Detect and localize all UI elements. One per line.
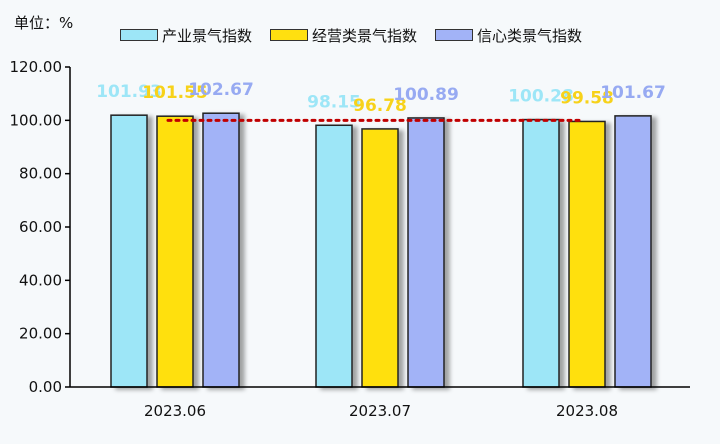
data-label: 99.58 <box>560 88 614 108</box>
y-tick-label: 20.00 <box>19 325 62 343</box>
legend-label-series-3: 信心类景气指数 <box>477 26 583 45</box>
data-label: 96.78 <box>353 96 407 116</box>
y-tick-label: 100.00 <box>10 111 63 129</box>
legend-item-series-3: 信心类景气指数 <box>435 25 582 46</box>
x-tick-label: 2023.08 <box>556 402 618 420</box>
bar <box>407 117 445 388</box>
data-label: 101.93 <box>96 82 162 102</box>
legend-swatch-series-1 <box>120 29 158 41</box>
legend-item-series-1: 产业景气指数 <box>120 25 252 46</box>
legend-swatch-series-2 <box>270 29 309 41</box>
x-tick-label: 2023.06 <box>144 402 206 420</box>
y-tick-label: 40.00 <box>19 271 62 289</box>
bar <box>614 115 652 388</box>
legend-swatch-series-3 <box>435 29 474 41</box>
y-tick-label: 120.00 <box>10 58 63 76</box>
legend-label-series-2: 经营类景气指数 <box>312 26 418 45</box>
x-tick-label: 2023.07 <box>349 402 411 420</box>
unit-label: 单位：% <box>14 14 74 32</box>
bar <box>156 115 194 388</box>
data-label: 98.15 <box>307 92 361 112</box>
bar <box>315 124 353 388</box>
legend: 产业景气指数 经营类景气指数 信心类景气指数 <box>120 24 582 46</box>
bar <box>202 112 240 388</box>
data-label: 100.28 <box>508 87 574 107</box>
y-tick-label: 60.00 <box>19 218 62 236</box>
y-tick-label: 80.00 <box>19 165 62 183</box>
data-label: 101.55 <box>142 83 208 103</box>
data-label: 102.67 <box>188 80 254 100</box>
bar <box>522 118 560 388</box>
y-tick-label: 0.00 <box>29 378 62 396</box>
data-label: 100.89 <box>393 85 459 105</box>
legend-item-series-2: 经营类景气指数 <box>270 25 417 46</box>
data-label: 101.67 <box>600 83 666 103</box>
legend-label-series-1: 产业景气指数 <box>162 26 253 45</box>
bar <box>361 128 399 388</box>
bar <box>568 120 606 388</box>
bar <box>110 114 148 388</box>
